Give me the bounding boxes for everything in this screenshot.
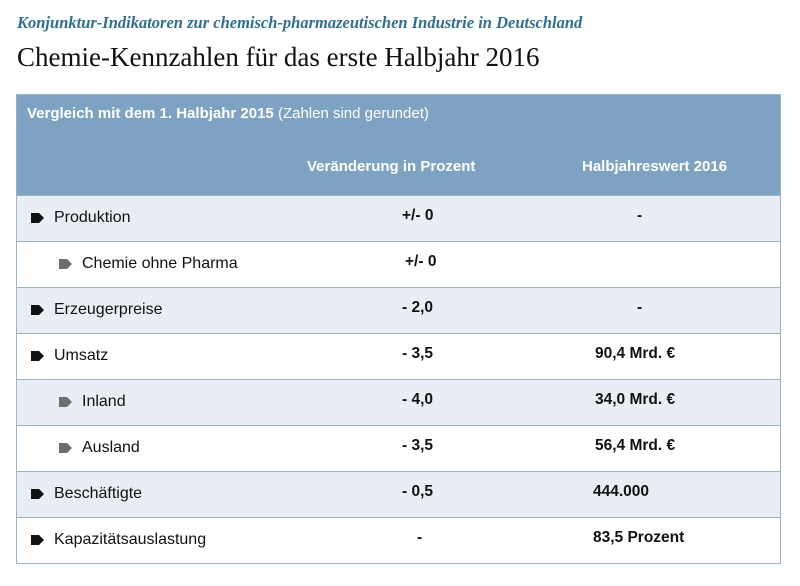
- table-row: Umsatz - 3,5 90,4 Mrd. €: [17, 333, 780, 379]
- table-subtitle-bold: Vergleich mit dem 1. Halbjahr 2015: [27, 105, 274, 122]
- row-change: - 3,5: [402, 345, 434, 362]
- row-change: -: [417, 529, 423, 546]
- row-value: 90,4 Mrd. €: [595, 345, 676, 362]
- table-subtitle: Vergleich mit dem 1. Halbjahr 2015 (Zahl…: [27, 105, 429, 122]
- arrow-bullet-icon: [31, 351, 44, 361]
- table-subtitle-note: (Zahlen sind gerundet): [273, 105, 429, 122]
- row-label: Ausland: [82, 439, 140, 456]
- column-header-value: Halbjahreswert 2016: [582, 158, 728, 175]
- table-row: Ausland - 3,5 56,4 Mrd. €: [17, 425, 780, 471]
- page-title: Chemie-Kennzahlen für das erste Halbjahr…: [17, 42, 540, 72]
- table-row: Erzeugerpreise - 2,0 -: [17, 287, 780, 333]
- arrow-bullet-icon: [59, 259, 72, 269]
- arrow-bullet-icon: [59, 397, 72, 407]
- arrow-bullet-icon: [31, 305, 44, 315]
- row-change: +/- 0: [405, 253, 437, 270]
- column-header-change: Veränderung in Prozent: [307, 158, 476, 175]
- row-label: Umsatz: [54, 347, 109, 364]
- table-header: Vergleich mit dem 1. Halbjahr 2015 (Zahl…: [17, 95, 780, 195]
- row-label: Chemie ohne Pharma: [82, 255, 238, 272]
- row-change: - 4,0: [402, 391, 434, 408]
- row-value: 444.000: [593, 483, 650, 500]
- row-label: Inland: [82, 393, 126, 410]
- row-change: - 2,0: [402, 299, 434, 316]
- arrow-bullet-icon: [59, 443, 72, 453]
- row-label: Beschäftigte: [54, 485, 143, 502]
- table-row: Chemie ohne Pharma +/- 0: [17, 241, 780, 287]
- arrow-bullet-icon: [31, 489, 44, 499]
- row-label: Kapazitätsauslastung: [54, 531, 207, 548]
- kicker-heading: Konjunktur-Indikatoren zur chemisch-phar…: [17, 13, 583, 32]
- arrow-bullet-icon: [31, 535, 44, 545]
- row-value: 83,5 Prozent: [593, 529, 685, 546]
- row-label: Erzeugerpreise: [54, 301, 163, 318]
- row-value: 56,4 Mrd. €: [595, 437, 676, 454]
- row-change: - 0,5: [402, 483, 434, 500]
- arrow-bullet-icon: [31, 213, 44, 223]
- row-change: - 3,5: [402, 437, 434, 454]
- row-value: 34,0 Mrd. €: [595, 391, 676, 408]
- table-row: Produktion +/- 0 -: [17, 195, 780, 241]
- row-label: Produktion: [54, 209, 131, 226]
- table-row: Inland - 4,0 34,0 Mrd. €: [17, 379, 780, 425]
- row-value: -: [637, 299, 643, 316]
- row-change: +/- 0: [402, 207, 434, 224]
- table-row: Beschäftigte - 0,5 444.000: [17, 471, 780, 517]
- row-value: -: [637, 207, 643, 224]
- table-row: Kapazitätsauslastung - 83,5 Prozent: [17, 517, 780, 563]
- indicator-table: Vergleich mit dem 1. Halbjahr 2015 (Zahl…: [16, 94, 781, 564]
